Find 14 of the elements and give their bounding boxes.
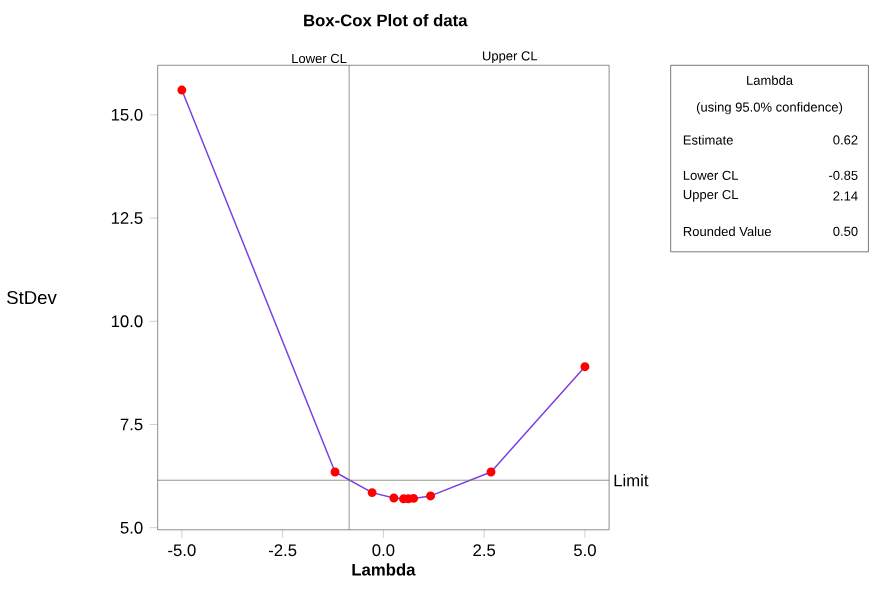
y-tick-label: 5.0 — [120, 521, 143, 534]
x-tick-label: 5.0 — [573, 544, 596, 557]
y-tick-label: 15.0 — [111, 109, 143, 121]
y-tick-label: 12.5 — [111, 212, 143, 225]
x-tick-label: 2.5 — [473, 544, 496, 557]
ref-line-label: Limit — [614, 474, 649, 487]
x-tick-label: -5.0 — [168, 544, 196, 557]
x-tick-label: 0.0 — [372, 544, 395, 557]
y-tick-label: 7.5 — [120, 418, 143, 431]
y-tick-label: 10.0 — [111, 315, 143, 328]
x-axis-title: Lambda — [352, 563, 416, 576]
y-axis-title: StDev — [7, 291, 57, 305]
chart-title: Box-Cox Plot of data — [304, 14, 468, 27]
x-tick-label: -2.5 — [268, 544, 297, 557]
